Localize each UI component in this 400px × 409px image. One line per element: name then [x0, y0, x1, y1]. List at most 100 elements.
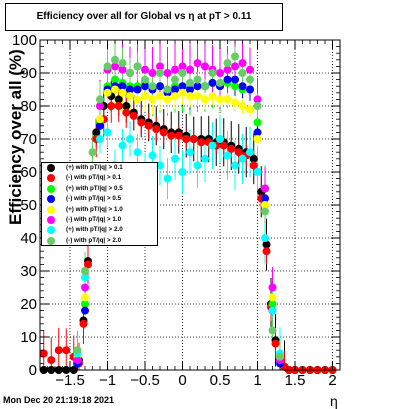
y-tick-label: 20: [20, 296, 37, 313]
chart-title: Efficiency over all for Global vs η at p…: [36, 11, 252, 22]
data-point: [54, 346, 63, 355]
data-point: [96, 95, 104, 104]
y-axis-label: Efficiency over all (%): [6, 49, 25, 225]
data-point: [178, 62, 187, 71]
legend-label: (-) with pT/|q| > 0.1: [66, 174, 122, 182]
data-point: [246, 85, 254, 94]
data-point: [133, 85, 142, 94]
data-point: [84, 260, 92, 269]
data-point: [126, 85, 134, 94]
data-point: [156, 92, 164, 101]
data-point: [238, 102, 247, 110]
data-point: [189, 135, 198, 143]
x-tick-label: 1.5: [285, 372, 306, 389]
data-point: [193, 75, 202, 84]
axis-ticks: [39, 39, 341, 371]
data-point: [231, 62, 239, 71]
data-point: [171, 75, 179, 84]
data-point: [118, 88, 127, 97]
data-point: [276, 352, 284, 361]
data-point: [118, 141, 127, 150]
data-point: [231, 161, 239, 170]
data-point: [103, 88, 112, 97]
data-point: [148, 69, 157, 77]
data-point: [133, 62, 142, 71]
data-point: [261, 194, 269, 203]
data-point: [88, 148, 97, 157]
data-point: [96, 135, 104, 143]
data-point: [118, 82, 127, 91]
data-point: [238, 82, 247, 91]
x-tick-label: 0: [178, 372, 186, 389]
data-point: [81, 293, 89, 302]
legend-entry: (+) with pT/|q| > 0.1: [42, 163, 157, 173]
data-point: [208, 78, 217, 87]
x-tick-label: −1: [99, 372, 116, 389]
data-point: [208, 92, 217, 101]
y-tick-label: 60: [20, 164, 37, 181]
y-tick-label: 0: [29, 362, 37, 379]
data-point: [156, 161, 164, 170]
data-point: [178, 168, 187, 176]
data-point: [156, 69, 164, 77]
legend: (+) with pT/|q| > 0.1 (-) with pT/|q| > 0…: [41, 162, 158, 246]
x-axis-label: η: [330, 393, 338, 409]
data-point: [178, 88, 187, 97]
data-point: [122, 108, 131, 117]
data-point: [246, 75, 254, 84]
x-tick-label: 1: [253, 372, 261, 389]
data-point: [268, 300, 277, 308]
data-point: [62, 346, 71, 355]
data-point: [238, 154, 247, 163]
data-point: [107, 102, 116, 110]
data-point: [141, 65, 149, 74]
data-point: [234, 148, 243, 157]
y-tick-label: 70: [20, 131, 37, 148]
data-point: [156, 82, 164, 91]
data-point: [201, 95, 209, 104]
data-point: [216, 135, 224, 143]
data-point: [193, 82, 202, 91]
data-point: [231, 98, 239, 107]
data-point: [39, 349, 48, 358]
data-point: [262, 240, 271, 249]
data-point: [178, 82, 187, 91]
data-point: [129, 111, 138, 120]
data-point: [163, 69, 172, 77]
data-point: [137, 118, 146, 127]
data-point: [223, 95, 232, 104]
data-point: [246, 65, 254, 74]
y-tick-label: 40: [20, 230, 37, 247]
legend-entry: (+) with pT/|q| > 2.0: [42, 225, 157, 235]
data-point: [81, 273, 89, 282]
data-point: [81, 306, 89, 315]
data-point: [133, 95, 142, 104]
data-point: [249, 161, 258, 170]
data-point: [216, 69, 224, 77]
legend-marker: [47, 164, 55, 172]
data-point: [73, 356, 82, 365]
data-point: [167, 131, 176, 140]
title-box: Efficiency over all for Global vs η at p…: [5, 3, 283, 31]
data-point: [133, 148, 142, 157]
data-point: [208, 141, 217, 150]
data-point: [79, 319, 88, 328]
legend-label: (+) with pT/|q| > 0.1: [66, 164, 123, 171]
legend-entry: (+) with pT/|q| > 0.5: [42, 184, 157, 194]
data-point: [174, 131, 183, 140]
data-point: [148, 95, 157, 104]
data-point: [163, 174, 172, 183]
data-point: [216, 95, 224, 104]
data-point: [253, 168, 262, 176]
data-point: [159, 128, 168, 137]
data-point: [103, 62, 112, 71]
data-point: [216, 78, 224, 87]
data-point: [223, 75, 232, 84]
data-point: [261, 201, 269, 209]
data-point: [163, 95, 172, 104]
data-point: [253, 128, 262, 137]
legend-entry: (+) with pT/|q| > 1.0: [42, 205, 157, 215]
data-point: [171, 65, 179, 74]
datestamp: Mon Dec 20 21:19:18 2021: [3, 395, 115, 405]
